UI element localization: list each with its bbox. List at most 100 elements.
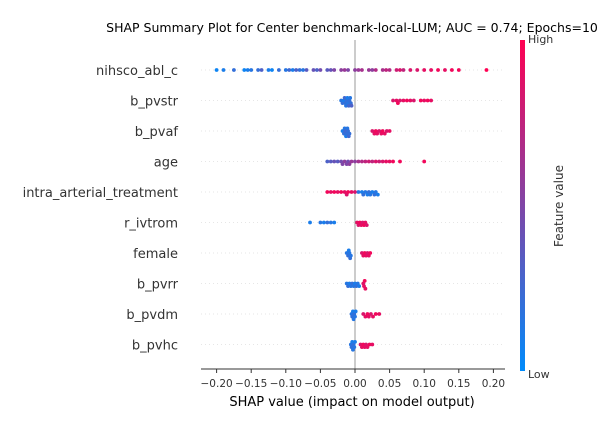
shap-point (408, 68, 413, 72)
x-tick-label: 0.10 (413, 378, 436, 390)
shap-point (365, 345, 370, 349)
shap-point (321, 220, 326, 225)
shap-point (266, 68, 271, 72)
x-axis-label: SHAP value (impact on model output) (229, 395, 474, 410)
shap-point (347, 162, 352, 167)
shap-point (349, 159, 354, 164)
shap-point (382, 131, 387, 136)
shap-point (270, 68, 274, 72)
shap-point (370, 159, 375, 164)
shap-point (283, 68, 288, 72)
shap-point (436, 68, 440, 72)
shap-point (387, 129, 392, 133)
shap-point (259, 68, 264, 72)
shap-point (339, 190, 344, 194)
shap-point (422, 98, 427, 103)
shap-point (345, 96, 350, 100)
colorbar-high-label: High (528, 33, 553, 46)
shap-point (346, 103, 351, 108)
shap-point (363, 190, 368, 194)
shap-point (245, 68, 250, 72)
shap-point (361, 312, 366, 316)
shap-point (377, 159, 382, 164)
shap-point (332, 159, 337, 164)
shap-point (363, 314, 368, 319)
feature-label-b-pvaf: b_pvaf (135, 125, 179, 140)
shap-point (384, 68, 389, 72)
shap-point (356, 190, 361, 194)
chart-title: SHAP Summary Plot for Center benchmark-l… (106, 20, 598, 35)
shap-point (353, 314, 357, 319)
shap-point (422, 68, 427, 72)
shap-point (214, 68, 219, 72)
shap-point (328, 159, 333, 164)
shap-point (325, 190, 330, 194)
colorbar-title: Feature value (552, 165, 566, 247)
shap-point (449, 68, 454, 72)
shap-point (342, 96, 347, 100)
shap-point (387, 68, 392, 72)
shap-point (353, 68, 357, 72)
x-tick-label: 0.05 (378, 378, 401, 390)
shap-point (398, 98, 402, 103)
shap-point (256, 68, 261, 72)
shap-point (367, 342, 372, 347)
x-tick-label: −0.20 (201, 378, 233, 390)
shap-point (332, 220, 337, 225)
shap-point (380, 68, 385, 72)
x-tick-label: 0.15 (447, 378, 470, 390)
shap-point (396, 101, 400, 105)
shap-point (352, 345, 357, 349)
feature-label-r-ivtrom: r_ivtrom (124, 217, 178, 232)
shap-point (401, 68, 406, 72)
shap-point (484, 68, 489, 72)
shap-point (384, 159, 389, 164)
shap-point (349, 103, 354, 108)
feature-gridlines (201, 69, 505, 345)
shap-point (429, 68, 434, 72)
x-tick-label: 0.20 (482, 378, 505, 390)
x-tick-label: −0.10 (270, 378, 302, 390)
shap-point (311, 68, 316, 72)
shap-point (368, 251, 373, 255)
shap-point (340, 162, 345, 167)
shap-point (297, 68, 302, 72)
shap-point (373, 68, 378, 72)
shap-point (357, 284, 362, 288)
shap-point (360, 68, 364, 72)
shap-point (370, 190, 375, 194)
shap-point (332, 68, 337, 72)
shap-point (325, 68, 330, 72)
shap-point (422, 159, 427, 164)
x-tick-label: −0.05 (304, 378, 336, 390)
shap-point (221, 68, 226, 72)
shap-point (401, 98, 406, 103)
shap-point (429, 98, 434, 103)
shap-point (342, 68, 347, 72)
shap-point (405, 98, 409, 103)
shap-point (377, 129, 382, 133)
shap-point (373, 312, 378, 316)
shap-point (315, 68, 319, 72)
colorbar-low-label: Low (528, 368, 550, 381)
feature-label-b-pvstr: b_pvstr (130, 95, 179, 110)
shap-point (232, 68, 236, 72)
shap-point (287, 68, 292, 72)
x-tick-label: −0.15 (235, 378, 267, 390)
shap-point (346, 190, 350, 194)
shap-point (384, 129, 389, 133)
shap-point (456, 68, 461, 72)
shap-point (328, 68, 333, 72)
shap-point (342, 190, 347, 194)
shap-point (348, 96, 353, 100)
x-tick-label: 0.00 (343, 378, 366, 390)
shap-point (375, 192, 380, 197)
shap-point (344, 103, 348, 108)
shap-point (371, 314, 375, 319)
shap-point (370, 68, 375, 72)
shap-point (335, 159, 340, 164)
shap-point (391, 159, 395, 164)
shap-point (373, 159, 378, 164)
shap-point (346, 68, 350, 72)
